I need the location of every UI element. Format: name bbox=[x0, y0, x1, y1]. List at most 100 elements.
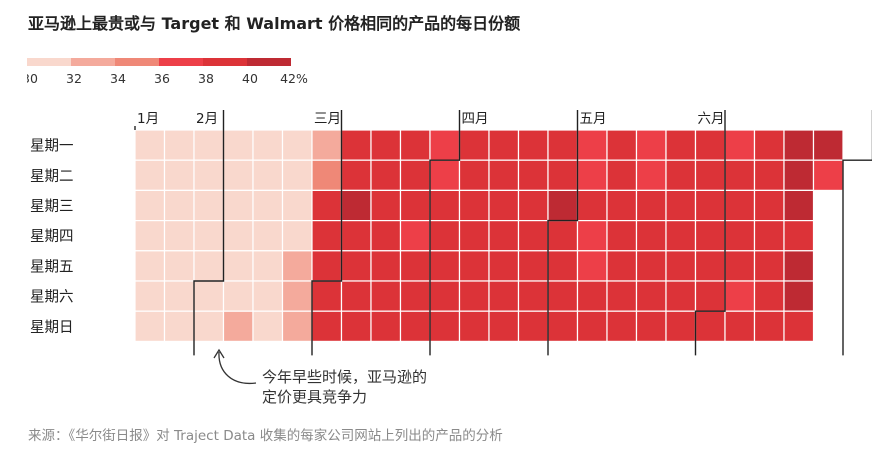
heatmap-cell bbox=[488, 220, 520, 252]
heatmap-cell bbox=[606, 189, 638, 222]
heatmap-cell bbox=[399, 189, 431, 222]
heatmap-cell bbox=[281, 280, 313, 312]
heatmap-cell bbox=[429, 280, 461, 312]
weekday-label: 星期一 bbox=[30, 138, 74, 155]
heatmap-cell bbox=[694, 220, 726, 252]
heatmap-cell bbox=[222, 220, 254, 252]
heatmap-cell bbox=[370, 159, 402, 191]
heatmap-cell bbox=[753, 129, 785, 161]
heatmap-cell bbox=[399, 220, 431, 252]
heatmap-cell bbox=[606, 310, 638, 343]
weekday-label: 星期六 bbox=[30, 289, 74, 306]
heatmap-cell bbox=[252, 189, 284, 222]
heatmap-cell bbox=[606, 220, 638, 252]
month-label: 六月 bbox=[698, 111, 725, 127]
heatmap-cell bbox=[783, 280, 815, 312]
month-label: 五月 bbox=[580, 111, 607, 127]
heatmap-cell bbox=[753, 189, 785, 222]
heatmap-cell bbox=[635, 159, 667, 191]
heatmap-cell bbox=[694, 310, 726, 343]
heatmap-cell bbox=[311, 159, 343, 191]
heatmap-cell bbox=[547, 220, 579, 252]
month-label: 2月 bbox=[196, 111, 218, 127]
heatmap-cell bbox=[665, 189, 697, 222]
heatmap-cell bbox=[665, 310, 697, 343]
heatmap-cell bbox=[635, 129, 667, 161]
heatmap-cell bbox=[163, 159, 195, 191]
heatmap-cell bbox=[576, 189, 608, 222]
heatmap-cell bbox=[163, 220, 195, 252]
heatmap-cell bbox=[340, 220, 372, 252]
heatmap-cell bbox=[222, 250, 254, 282]
weekday-label: 星期四 bbox=[30, 228, 74, 245]
heatmap-cell bbox=[281, 129, 313, 161]
heatmap-cell bbox=[193, 250, 225, 282]
heatmap-cell bbox=[753, 250, 785, 282]
heatmap-cell bbox=[340, 280, 372, 312]
heatmap-cell bbox=[724, 310, 756, 343]
heatmap-cell bbox=[635, 189, 667, 222]
heatmap-cell bbox=[340, 250, 372, 282]
heatmap-cell bbox=[370, 310, 402, 343]
month-label: 四月 bbox=[462, 111, 489, 127]
heatmap-cell bbox=[694, 250, 726, 282]
heatmap-cell bbox=[134, 280, 166, 312]
heatmap-cell bbox=[252, 280, 284, 312]
heatmap-cell bbox=[281, 220, 313, 252]
weekday-label: 星期二 bbox=[30, 168, 74, 185]
heatmap-cell bbox=[724, 280, 756, 312]
heatmap-cell bbox=[163, 280, 195, 312]
heatmap-cell bbox=[665, 159, 697, 191]
legend-swatch bbox=[71, 58, 115, 66]
weekday-label: 星期日 bbox=[30, 319, 74, 336]
heatmap-cell bbox=[753, 220, 785, 252]
heatmap-cell bbox=[488, 189, 520, 222]
heatmap-cell bbox=[635, 220, 667, 252]
heatmap-cell bbox=[812, 129, 844, 161]
heatmap-cell bbox=[340, 129, 372, 161]
heatmap-cell bbox=[517, 280, 549, 312]
heatmap-cell bbox=[134, 189, 166, 222]
heatmap-cell bbox=[783, 159, 815, 191]
heatmap-cell bbox=[193, 189, 225, 222]
heatmap-cell bbox=[547, 189, 579, 222]
heatmap-cell bbox=[429, 310, 461, 343]
heatmap-cell bbox=[576, 220, 608, 252]
heatmap-cell bbox=[753, 280, 785, 312]
heatmap-cell bbox=[458, 250, 490, 282]
month-boundary-line bbox=[429, 110, 461, 356]
heatmap-cell bbox=[517, 159, 549, 191]
heatmap-cell bbox=[606, 280, 638, 312]
heatmap-cell bbox=[724, 159, 756, 191]
heatmap-cell bbox=[222, 310, 254, 343]
heatmap-cell bbox=[783, 189, 815, 222]
annotation-line-2: 定价更具竞争力 bbox=[262, 388, 368, 406]
heatmap-cell bbox=[753, 310, 785, 343]
heatmap-cell bbox=[252, 250, 284, 282]
heatmap-cell bbox=[576, 159, 608, 191]
annotation-line-1: 今年早些时候，亚马逊的 bbox=[262, 368, 428, 386]
heatmap-cell bbox=[724, 250, 756, 282]
heatmap-cell bbox=[635, 280, 667, 312]
annotation-arrowhead bbox=[213, 348, 225, 359]
heatmap-cell bbox=[311, 310, 343, 343]
legend-tick-label: 30 bbox=[27, 71, 38, 86]
month-boundary-line bbox=[842, 110, 872, 356]
heatmap-cell bbox=[163, 189, 195, 222]
legend-swatch bbox=[247, 58, 291, 66]
heatmap-cell bbox=[281, 250, 313, 282]
heatmap-cell bbox=[311, 189, 343, 222]
legend-tick-label: 32 bbox=[66, 71, 82, 86]
source-note: 来源：《华尔街日报》对 Traject Data 收集的每家公司网站上列出的产品… bbox=[28, 428, 503, 444]
heatmap-cell bbox=[517, 250, 549, 282]
heatmap-cell bbox=[429, 129, 461, 161]
month-boundary-line bbox=[694, 110, 726, 356]
heatmap-cell bbox=[252, 129, 284, 161]
heatmap-cell bbox=[370, 280, 402, 312]
heatmap-cell bbox=[252, 310, 284, 343]
chart-title: 亚马逊上最贵或与 Target 和 Walmart 价格相同的产品的每日份额 bbox=[28, 14, 521, 33]
heatmap-cell bbox=[724, 220, 756, 252]
heatmap-cell bbox=[635, 310, 667, 343]
heatmap-cell bbox=[547, 159, 579, 191]
heatmap-cell bbox=[370, 220, 402, 252]
